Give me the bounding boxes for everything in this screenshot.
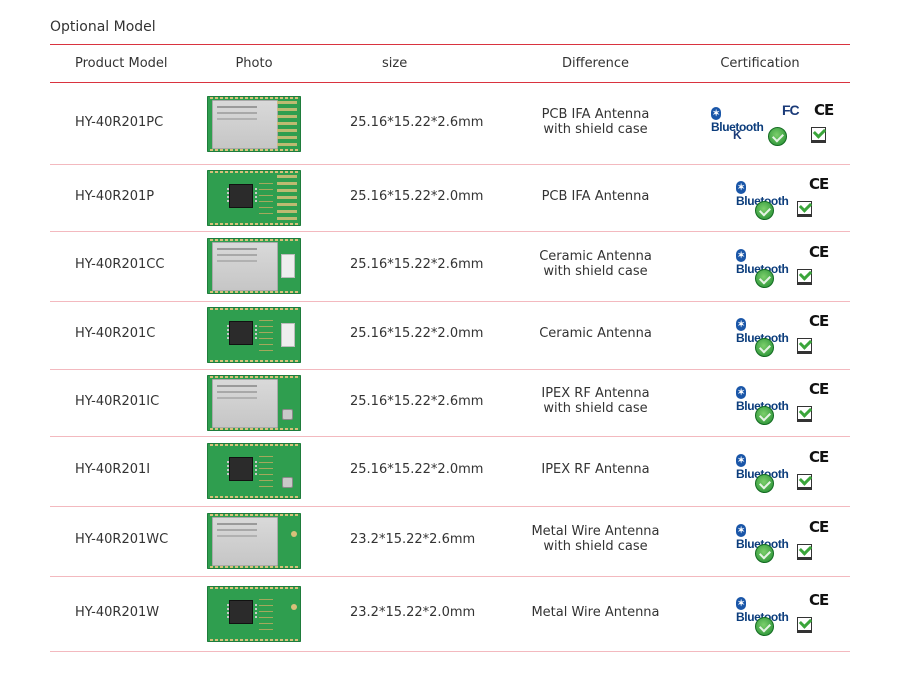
ce-logo-icon: CE xyxy=(809,243,829,261)
ce-logo-icon: CE xyxy=(809,518,829,536)
module-difference: Metal Wire Antenna with shield case xyxy=(513,524,678,554)
module-photo xyxy=(207,513,301,569)
module-difference: PCB IFA Antenna with shield case xyxy=(513,107,678,137)
module-size: 25.16*15.22*2.0mm xyxy=(350,326,484,341)
table-row: HY-40R201IC 25.16*15.22*2.6mm IPEX RF Ante… xyxy=(50,369,850,436)
difference-line-1: Metal Wire Antenna xyxy=(531,524,660,539)
table-row: HY-40R201PC 25.16*15.22*2.6mm PCB IFA Ante… xyxy=(50,83,850,164)
product-model: HY-40R201P xyxy=(75,188,155,204)
row-divider xyxy=(50,651,850,652)
rohs-logo-icon xyxy=(755,338,774,357)
difference-line-2: with shield case xyxy=(543,264,648,279)
module-size: 25.16*15.22*2.6mm xyxy=(350,114,484,130)
table-row: HY-40R201WC 23.2*15.22*2.6mm Metal Wire An… xyxy=(50,506,850,576)
bluetooth-logo-icon: ✶Bluetooth xyxy=(711,106,764,134)
module-photo xyxy=(207,238,301,294)
row-divider xyxy=(50,301,850,302)
rohs-logo-icon xyxy=(755,616,774,636)
header-bottom-line xyxy=(50,82,850,83)
difference-line-1: IPEX RF Antenna xyxy=(541,385,650,401)
product-model: HY-40R201W xyxy=(75,604,160,620)
product-model: HY-40R201WC xyxy=(75,532,169,547)
reach-logo-icon xyxy=(797,614,813,634)
product-model: HY-40R201I xyxy=(75,462,151,477)
rohs-logo-icon xyxy=(755,269,774,288)
section-title: Optional Model xyxy=(50,19,156,35)
ce-logo-icon: CE xyxy=(809,174,829,193)
header-certification: Certification xyxy=(720,56,800,71)
reach-logo-icon xyxy=(811,124,827,144)
ce-logo-icon: CE xyxy=(814,100,834,119)
difference-line-2: with shield case xyxy=(543,121,648,137)
module-difference: PCB IFA Antenna xyxy=(513,189,678,204)
table-row: HY-40R201W 23.2*15.22*2.0mm Metal Wire Ant… xyxy=(50,576,850,651)
reach-logo-icon xyxy=(797,198,813,218)
module-difference: IPEX RF Antenna xyxy=(513,462,678,477)
fc-logo-icon: FC xyxy=(782,101,800,118)
row-divider xyxy=(50,576,850,577)
header-product-model: Product Model xyxy=(75,56,168,71)
product-model: HY-40R201PC xyxy=(75,114,164,130)
ce-logo-icon: CE xyxy=(809,379,829,398)
module-size: 23.2*15.22*2.6mm xyxy=(350,532,476,547)
reach-logo-icon xyxy=(797,403,813,423)
rohs-logo-icon xyxy=(755,474,774,493)
reach-logo-icon xyxy=(797,336,813,355)
ce-logo-icon: CE xyxy=(809,448,829,466)
difference-line-2: with shield case xyxy=(543,400,648,416)
table-row: HY-40R201P 25.16*15.22*2.0mm PCB IFA Anten… xyxy=(50,164,850,231)
module-difference: Ceramic Antenna xyxy=(513,326,678,341)
product-model: HY-40R201CC xyxy=(75,257,165,272)
module-photo xyxy=(207,307,301,363)
difference-line-2: with shield case xyxy=(543,539,648,554)
rohs-logo-icon xyxy=(755,544,774,563)
module-photo xyxy=(207,585,301,642)
difference-line-1: Metal Wire Antenna xyxy=(531,604,660,620)
rohs-logo-icon xyxy=(768,126,787,146)
header-photo: Photo xyxy=(235,56,273,71)
module-photo xyxy=(207,443,301,499)
module-difference: Metal Wire Antenna xyxy=(513,605,678,620)
rohs-logo-icon xyxy=(755,405,774,425)
row-divider xyxy=(50,506,850,507)
row-divider xyxy=(50,369,850,370)
table-row: HY-40R201I 25.16*15.22*2.0mm IPEX RF Anten… xyxy=(50,436,850,506)
header-top-line xyxy=(50,44,850,45)
module-size: 25.16*15.22*2.0mm xyxy=(350,188,484,204)
reach-logo-icon xyxy=(797,542,813,561)
module-difference: IPEX RF Antenna with shield case xyxy=(513,386,678,416)
module-difference: Ceramic Antenna with shield case xyxy=(513,249,678,279)
module-photo xyxy=(207,169,301,226)
module-photo xyxy=(207,95,301,152)
row-divider xyxy=(50,164,850,165)
table-row: HY-40R201C 25.16*15.22*2.0mm Ceramic Anten… xyxy=(50,301,850,369)
difference-line-1: PCB IFA Antenna xyxy=(541,106,650,122)
row-divider xyxy=(50,231,850,232)
table-row: HY-40R201CC 25.16*15.22*2.6mm Ceramic Ante… xyxy=(50,231,850,301)
difference-line-1: IPEX RF Antenna xyxy=(541,462,650,477)
module-size: 23.2*15.22*2.0mm xyxy=(350,604,476,620)
module-size: 25.16*15.22*2.6mm xyxy=(350,257,484,272)
module-size: 25.16*15.22*2.6mm xyxy=(350,393,484,409)
kc-logo-icon: K xyxy=(733,127,742,142)
difference-line-1: Ceramic Antenna xyxy=(539,249,652,264)
reach-logo-icon xyxy=(797,267,813,286)
product-model: HY-40R201IC xyxy=(75,393,160,409)
module-photo xyxy=(207,374,301,431)
ce-logo-icon: CE xyxy=(809,590,829,609)
ce-logo-icon: CE xyxy=(809,312,829,330)
module-size: 25.16*15.22*2.0mm xyxy=(350,462,484,477)
header-size: size xyxy=(382,56,408,71)
header-difference: Difference xyxy=(561,56,630,71)
row-divider xyxy=(50,436,850,437)
reach-logo-icon xyxy=(797,472,813,491)
product-model: HY-40R201C xyxy=(75,326,156,341)
rohs-logo-icon xyxy=(755,200,774,220)
difference-line-1: PCB IFA Antenna xyxy=(541,188,650,204)
difference-line-1: Ceramic Antenna xyxy=(539,326,652,341)
